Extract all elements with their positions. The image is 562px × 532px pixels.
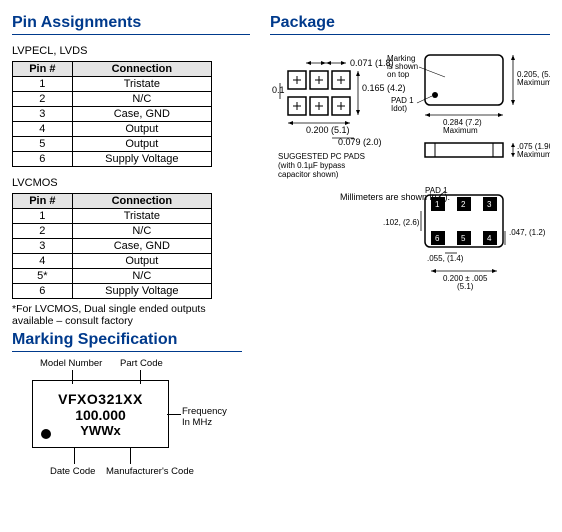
pads-note: SUGGESTED PC PADS(with 0.1µF bypasscapac… [278, 152, 365, 179]
pin1-dot-icon [41, 429, 51, 439]
dim-left: 0.1 [272, 85, 285, 95]
marking-diagram: Model Number Part Code VFXO321XX 100.000… [12, 362, 232, 448]
table-row: 1Tristate [13, 77, 212, 92]
package-diagram: 0.071 (1.8) 0.1 [270, 45, 550, 308]
dim-bot-r: .047, (1.2) [509, 228, 546, 237]
lbl-part: Part Code [120, 358, 163, 369]
lbl-freq: FrequencyIn MHz [182, 406, 227, 428]
table-row: 2N/C [13, 92, 212, 107]
dim-pad-w: 0.200 (5.1) [306, 125, 350, 135]
mark-line3: YWWx [80, 423, 120, 438]
dim-bottom: 0.079 (2.0) [338, 137, 382, 147]
dim-height: 0.165 (4.2) [362, 83, 406, 93]
dim-bot-g: .055, (1.4) [427, 254, 464, 263]
heading-package: Package [270, 14, 550, 35]
dim-thick: .075 (1.90)Maximum [517, 142, 550, 159]
subhead-lvcmos: LVCMOS [12, 177, 250, 189]
svg-text:4: 4 [487, 234, 492, 243]
table-row: 1Tristate [13, 209, 212, 224]
table-row: 3Case, GND [13, 107, 212, 122]
table-row: 4Output [13, 122, 212, 137]
lvcmos-footnote: *For LVCMOS, Dual single ended outputs a… [12, 303, 222, 327]
heading-marking: Marking Specification [12, 331, 242, 352]
pin-table-2: Pin # Connection 1Tristate 2N/C 3Case, G… [12, 193, 212, 299]
table-row: 4Output [13, 254, 212, 269]
svg-text:6: 6 [435, 234, 440, 243]
table-row: 5Output [13, 137, 212, 152]
subhead-lvpecl: LVPECL, LVDS [12, 45, 250, 57]
pad1-b: PAD 1 [425, 186, 448, 195]
table-row: 2N/C [13, 224, 212, 239]
lbl-model: Model Number [40, 358, 102, 369]
dim-bot-w: 0.200 ± .005(5.1) [443, 274, 488, 291]
lbl-mfr: Manufacturer's Code [106, 466, 194, 477]
mark-line1: VFXO321XX [58, 391, 143, 407]
svg-text:1: 1 [435, 200, 440, 209]
pin-table-1: Pin # Connection 1Tristate 2N/C 3Case, G… [12, 61, 212, 167]
marking-note: Markingis shownon top [387, 54, 418, 79]
th-conn: Connection [72, 62, 211, 77]
table-row: 6Supply Voltage [13, 284, 212, 299]
heading-pin-assignments: Pin Assignments [12, 14, 250, 35]
table-row: 3Case, GND [13, 239, 212, 254]
dim-outer-h: 0.205, (5.2)Maximum [517, 70, 550, 87]
marking-box: VFXO321XX 100.000 YWWx [32, 380, 169, 448]
mark-line2: 100.000 [75, 407, 126, 423]
svg-text:2: 2 [461, 200, 466, 209]
svg-text:5: 5 [461, 234, 466, 243]
table-row: 5*N/C [13, 269, 212, 284]
pad1-note: PAD 1Idot) [391, 96, 414, 113]
th-pin: Pin # [13, 194, 73, 209]
th-pin: Pin # [13, 62, 73, 77]
dim-bot-h: .102, (2.6) [383, 218, 420, 227]
dim-outer-w: 0.284 (7.2)Maximum [443, 118, 482, 135]
table-row: 6Supply Voltage [13, 152, 212, 167]
lbl-date: Date Code [50, 466, 95, 477]
th-conn: Connection [72, 194, 211, 209]
svg-text:3: 3 [487, 200, 492, 209]
